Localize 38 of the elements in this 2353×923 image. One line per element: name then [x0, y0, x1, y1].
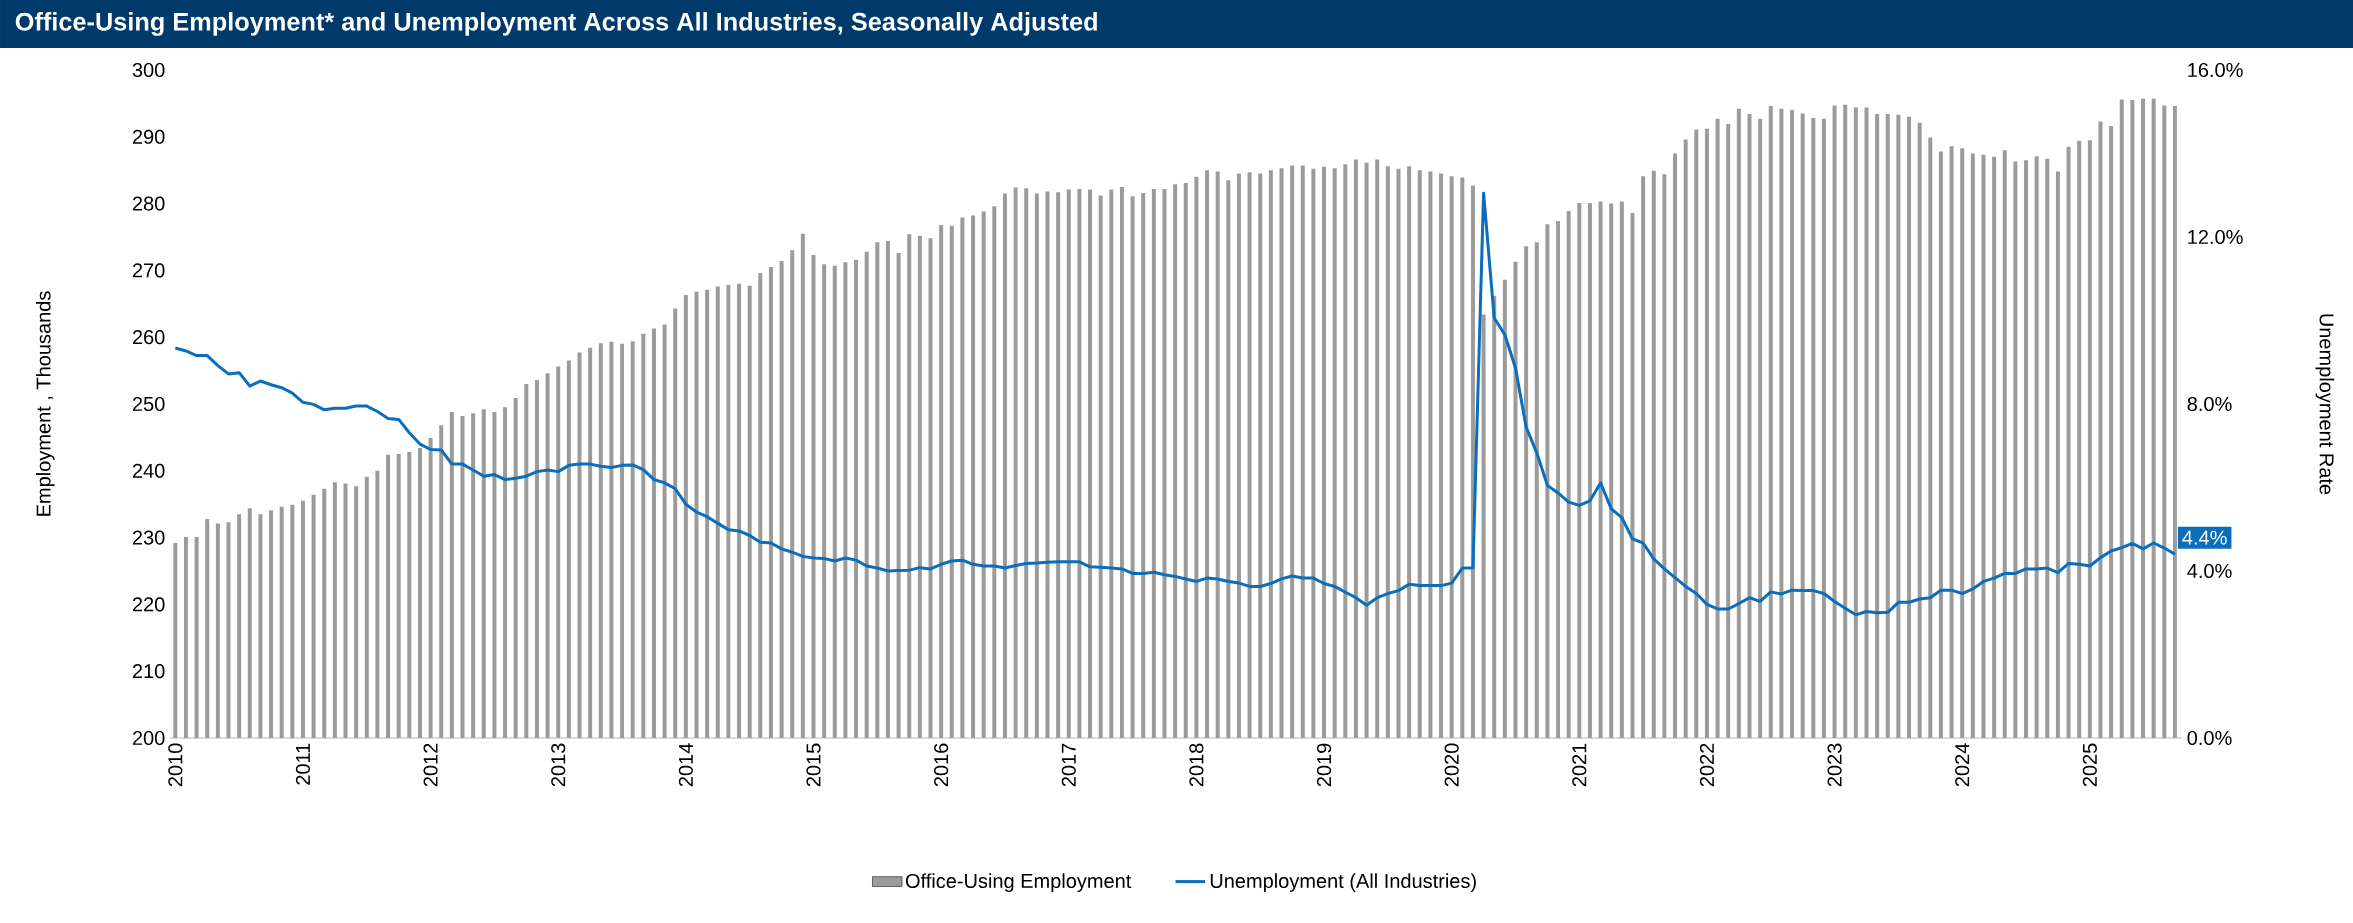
- y2-tick-label: 12.0%: [2188, 229, 2243, 245]
- y-tick-label: 260: [132, 330, 165, 345]
- y-tick-label: 210: [132, 664, 165, 679]
- y2-axis-title: Unemployment Rate: [2315, 314, 2335, 495]
- y2-tick-label: 0.0%: [2187, 730, 2232, 746]
- y-tick-label: 220: [132, 597, 165, 612]
- legend-label: Office-Using Employment: [905, 873, 1132, 892]
- x-tick-label: 2013: [551, 743, 566, 787]
- x-tick-label: 2012: [423, 743, 438, 787]
- x-tick-label: 2017: [1061, 743, 1076, 787]
- legend-label: Unemployment (All Industries): [1210, 873, 1476, 892]
- y-tick-label: 290: [132, 129, 165, 144]
- y-tick-label: 300: [132, 62, 165, 78]
- x-tick-label: 2025: [2082, 743, 2097, 787]
- y2-tick-label: 8.0%: [2187, 396, 2232, 412]
- x-tick-label: 2021: [1572, 743, 1587, 787]
- x-tick-label: 2014: [678, 743, 693, 787]
- x-tick-label: 2019: [1316, 743, 1332, 787]
- y-tick-label: 280: [132, 196, 165, 211]
- text: 4.4%: [2182, 530, 2227, 545]
- y2-tick-label: 16.0%: [2188, 62, 2243, 78]
- y-tick-label: 240: [132, 463, 165, 478]
- x-tick-label: 2018: [1189, 743, 1204, 787]
- y-tick-label: 200: [132, 730, 165, 746]
- chart-title: Office-Using Employment* and Unemployment Across All Industries, Seasonally Adjusted: [15, 12, 1097, 36]
- x-tick-label: 2015: [806, 743, 821, 787]
- x-tick-label: 2011: [295, 743, 311, 785]
- x-tick-label: 2010: [168, 743, 183, 787]
- y-tick-label: 270: [132, 263, 165, 278]
- y-tick-label: 250: [132, 396, 165, 412]
- x-tick-label: 2020: [1444, 743, 1459, 787]
- y-axis-title: Employment , Thousands: [35, 291, 55, 516]
- x-tick-label: 2016: [934, 743, 949, 787]
- x-tick-label: 2024: [1955, 743, 1970, 787]
- x-tick-label: 2023: [1827, 743, 1842, 787]
- y2-tick-label: 4.0%: [2187, 563, 2232, 579]
- x-tick-label: 2022: [1699, 743, 1715, 787]
- y-tick-label: 230: [132, 530, 165, 545]
